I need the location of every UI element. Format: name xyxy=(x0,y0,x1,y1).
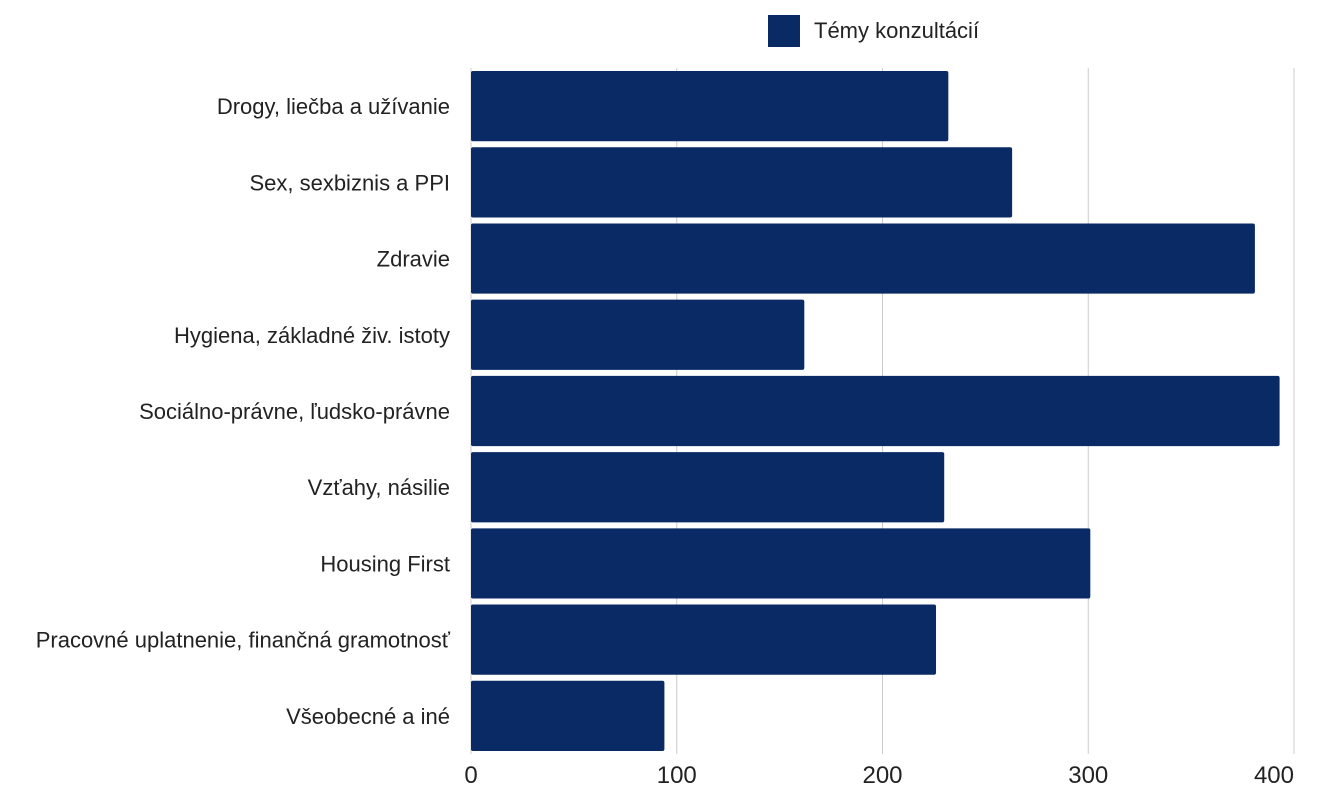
category-label-8: Pracovné uplatnenie, finančná gramotnosť xyxy=(36,628,451,653)
legend: Témy konzultácií xyxy=(768,15,979,47)
category-label-4: Hygiena, základné živ. istoty xyxy=(174,323,450,348)
category-labels: Drogy, liečba a užívanie Sex, sexbiznis a… xyxy=(36,94,451,729)
x-tick-label-100: 100 xyxy=(657,762,697,787)
bar-5 xyxy=(471,375,1280,447)
category-label-3: Zdravie xyxy=(377,247,450,272)
category-label-5: Sociálno-právne, ľudsko-právne xyxy=(139,399,450,424)
bar-7 xyxy=(471,528,1091,599)
legend-swatch xyxy=(768,15,800,47)
x-tick-label-0: 0 xyxy=(464,762,477,787)
legend-label: Témy konzultácií xyxy=(814,18,979,43)
bar-2 xyxy=(471,147,1013,218)
category-label-6: Vzťahy, násilie xyxy=(308,475,450,500)
x-tick-label-400: 400 xyxy=(1254,762,1294,787)
bar-9 xyxy=(471,680,665,751)
bar-8 xyxy=(471,604,936,675)
bars xyxy=(471,71,1280,751)
bar-3 xyxy=(471,223,1255,294)
x-tick-label-300: 300 xyxy=(1068,762,1108,787)
bar-6 xyxy=(471,452,945,523)
category-label-7: Housing First xyxy=(320,551,450,576)
category-label-9: Všeobecné a iné xyxy=(286,704,450,729)
x-tick-label-200: 200 xyxy=(862,762,902,787)
category-label-1: Drogy, liečba a užívanie xyxy=(217,94,450,119)
x-axis-tick-labels: 0 100 200 300 400 xyxy=(464,762,1294,787)
category-label-2: Sex, sexbiznis a PPI xyxy=(249,170,450,195)
bar-4 xyxy=(471,299,805,370)
bar-1 xyxy=(471,71,949,142)
